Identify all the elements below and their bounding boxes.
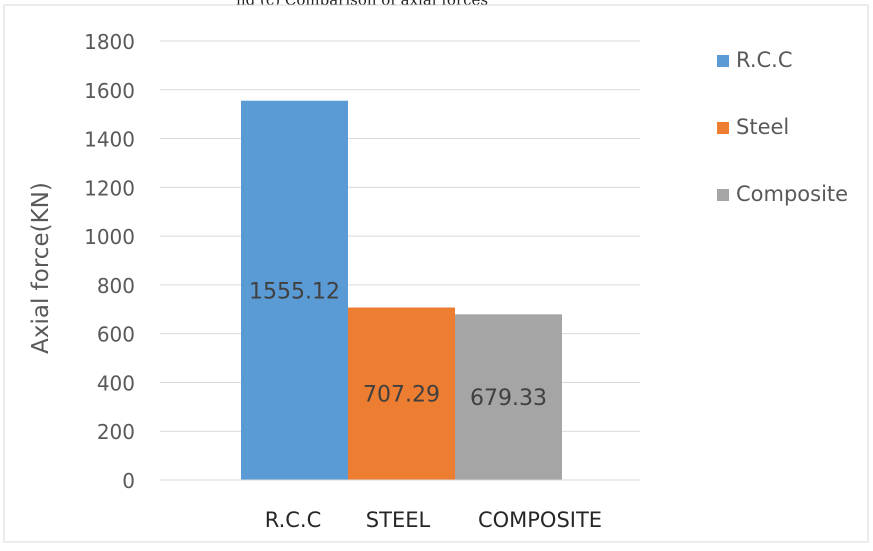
legend-swatch: [717, 122, 729, 134]
y-tick-label: 600: [97, 323, 135, 347]
legend-swatch: [717, 55, 729, 67]
y-tick-labels: 0 200 400 600 800 1000 1200 1400 1600 1800: [84, 30, 135, 493]
y-tick-label: 1400: [84, 128, 135, 152]
legend-label: Composite: [736, 182, 848, 206]
bar-steel: [348, 307, 455, 480]
bar-composite: [455, 314, 562, 480]
data-labels: 1555.12 707.29 679.33: [249, 279, 547, 411]
data-label: 707.29: [363, 383, 440, 408]
y-tick-label: 200: [97, 420, 135, 444]
legend-label: R.C.C: [736, 48, 793, 72]
y-tick-label: 800: [97, 274, 135, 298]
legend-swatch: [717, 189, 729, 201]
x-tick-labels: R.C.C STEEL COMPOSITE: [265, 508, 602, 532]
x-tick-label: STEEL: [366, 508, 431, 532]
y-tick-label: 1600: [84, 79, 135, 103]
x-tick-label: R.C.C: [265, 508, 322, 532]
y-axis-title: Axial force(KN): [28, 182, 54, 354]
y-tick-label: 1200: [84, 176, 135, 200]
y-tick-label: 1000: [84, 225, 135, 249]
y-tick-label: 0: [122, 469, 135, 493]
data-label: 679.33: [470, 386, 547, 411]
y-tick-label: 400: [97, 371, 135, 395]
legend: R.C.C Steel Composite: [717, 48, 848, 206]
legend-label: Steel: [736, 115, 789, 139]
y-tick-label: 1800: [84, 30, 135, 54]
bar-r-c-c: [241, 100, 348, 480]
bars: [241, 100, 562, 480]
x-tick-label: COMPOSITE: [478, 508, 602, 532]
data-label: 1555.12: [249, 279, 340, 304]
